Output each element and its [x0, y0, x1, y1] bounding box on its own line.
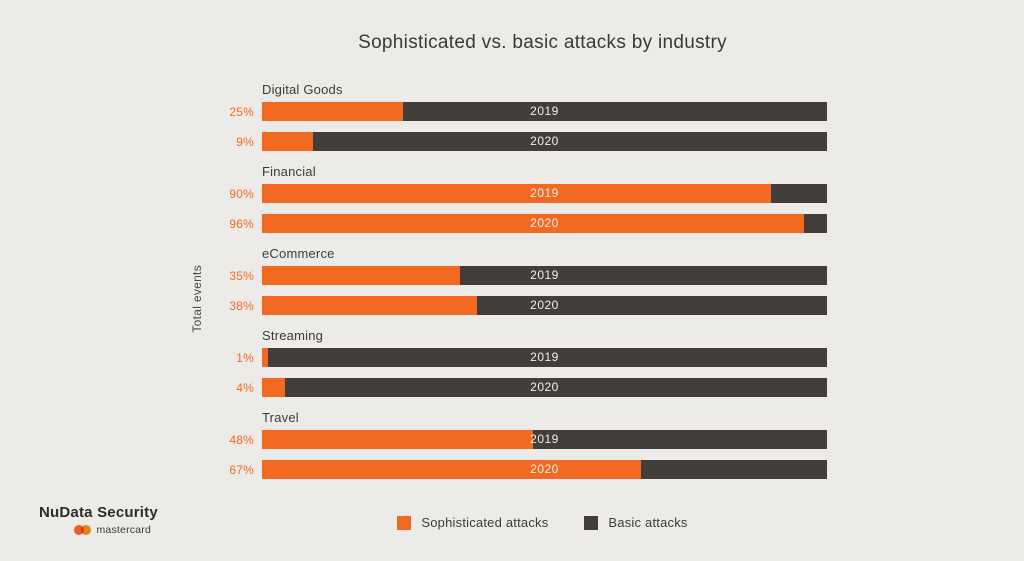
- basic-attacks-bar: 2019: [262, 266, 827, 285]
- basic-attacks-bar: 2019: [262, 184, 827, 203]
- industry-group: Streaming 1% 2019 4% 2020: [206, 328, 827, 397]
- year-label: 2019: [530, 268, 559, 282]
- nudata-logo-text: NuData Security: [39, 504, 158, 521]
- branding: NuData Security mastercard: [39, 504, 158, 536]
- sophisticated-attacks-bar: [262, 132, 313, 151]
- legend-item: Basic attacks: [584, 515, 687, 530]
- chart-area: Total events Digital Goods 25% 2019 9% 2020 F…: [190, 82, 827, 492]
- basic-attacks-bar: 2019: [262, 102, 827, 121]
- industry-group: Digital Goods 25% 2019 9% 2020: [206, 82, 827, 151]
- year-label: 2020: [530, 134, 559, 148]
- legend: Sophisticated attacks Basic attacks: [260, 515, 825, 530]
- legend-label: Basic attacks: [608, 515, 688, 530]
- year-label: 2020: [530, 380, 559, 394]
- bar-row: 1% 2019: [206, 348, 827, 367]
- percent-label: 25%: [229, 104, 254, 119]
- year-label: 2020: [530, 462, 559, 476]
- basic-attacks-bar: 2019: [262, 348, 827, 367]
- basic-attacks-bar: 2020: [262, 132, 827, 151]
- basic-attacks-bar: 2020: [262, 378, 827, 397]
- industry-label: Digital Goods: [262, 82, 343, 97]
- mastercard-wordmark: mastercard: [96, 524, 151, 536]
- year-label: 2019: [530, 104, 559, 118]
- bar-row: 90% 2019: [206, 184, 827, 203]
- chart-title: Sophisticated vs. basic attacks by indus…: [358, 31, 727, 53]
- percent-label: 67%: [229, 462, 254, 477]
- industry-group: eCommerce 35% 2019 38% 2020: [206, 246, 827, 315]
- basic-attacks-bar: 2020: [262, 214, 827, 233]
- sophisticated-attacks-bar: [262, 430, 534, 449]
- bar-row: 35% 2019: [206, 266, 827, 285]
- legend-swatch-icon: [584, 515, 599, 530]
- legend-item: Sophisticated attacks: [397, 515, 548, 530]
- sophisticated-attacks-bar: [262, 460, 641, 479]
- bar-row: 67% 2020: [206, 460, 827, 479]
- sophisticated-attacks-bar: [262, 378, 285, 397]
- mastercard-logo: mastercard: [39, 524, 151, 536]
- percent-label: 48%: [229, 432, 254, 447]
- year-label: 2019: [530, 432, 559, 446]
- bar-row: 38% 2020: [206, 296, 827, 315]
- percent-label: 35%: [229, 268, 254, 283]
- sophisticated-attacks-bar: [262, 102, 404, 121]
- basic-attacks-bar: 2020: [262, 460, 827, 479]
- sophisticated-attacks-bar: [262, 214, 805, 233]
- legend-swatch-icon: [397, 515, 412, 530]
- percent-label: 90%: [229, 186, 254, 201]
- bar-row: 96% 2020: [206, 214, 827, 233]
- year-label: 2020: [530, 298, 559, 312]
- percent-label: 38%: [229, 298, 254, 313]
- industry-label: Travel: [262, 410, 299, 425]
- industry-label: eCommerce: [262, 246, 335, 261]
- mastercard-circles-icon: [74, 525, 92, 535]
- industry-label: Financial: [262, 164, 316, 179]
- basic-attacks-bar: 2020: [262, 296, 827, 315]
- percent-label: 4%: [236, 380, 254, 395]
- legend-label: Sophisticated attacks: [421, 515, 549, 530]
- bar-row: 48% 2019: [206, 430, 827, 449]
- industry-group: Financial 90% 2019 96% 2020: [206, 164, 827, 233]
- industry-group: Travel 48% 2019 67% 2020: [206, 410, 827, 479]
- sophisticated-attacks-bar: [262, 266, 460, 285]
- year-label: 2019: [530, 350, 559, 364]
- bar-groups: Digital Goods 25% 2019 9% 2020 Financial 90% 20…: [206, 82, 827, 492]
- y-axis-label: Total events: [190, 265, 204, 333]
- year-label: 2020: [530, 216, 559, 230]
- sophisticated-attacks-bar: [262, 296, 477, 315]
- industry-label: Streaming: [262, 328, 324, 343]
- bar-row: 25% 2019: [206, 102, 827, 121]
- percent-label: 1%: [236, 350, 254, 365]
- basic-attacks-bar: 2019: [262, 430, 827, 449]
- sophisticated-attacks-bar: [262, 348, 268, 367]
- sophisticated-attacks-bar: [262, 184, 771, 203]
- percent-label: 96%: [229, 216, 254, 231]
- percent-label: 9%: [236, 134, 254, 149]
- bar-row: 9% 2020: [206, 132, 827, 151]
- bar-row: 4% 2020: [206, 378, 827, 397]
- year-label: 2019: [530, 186, 559, 200]
